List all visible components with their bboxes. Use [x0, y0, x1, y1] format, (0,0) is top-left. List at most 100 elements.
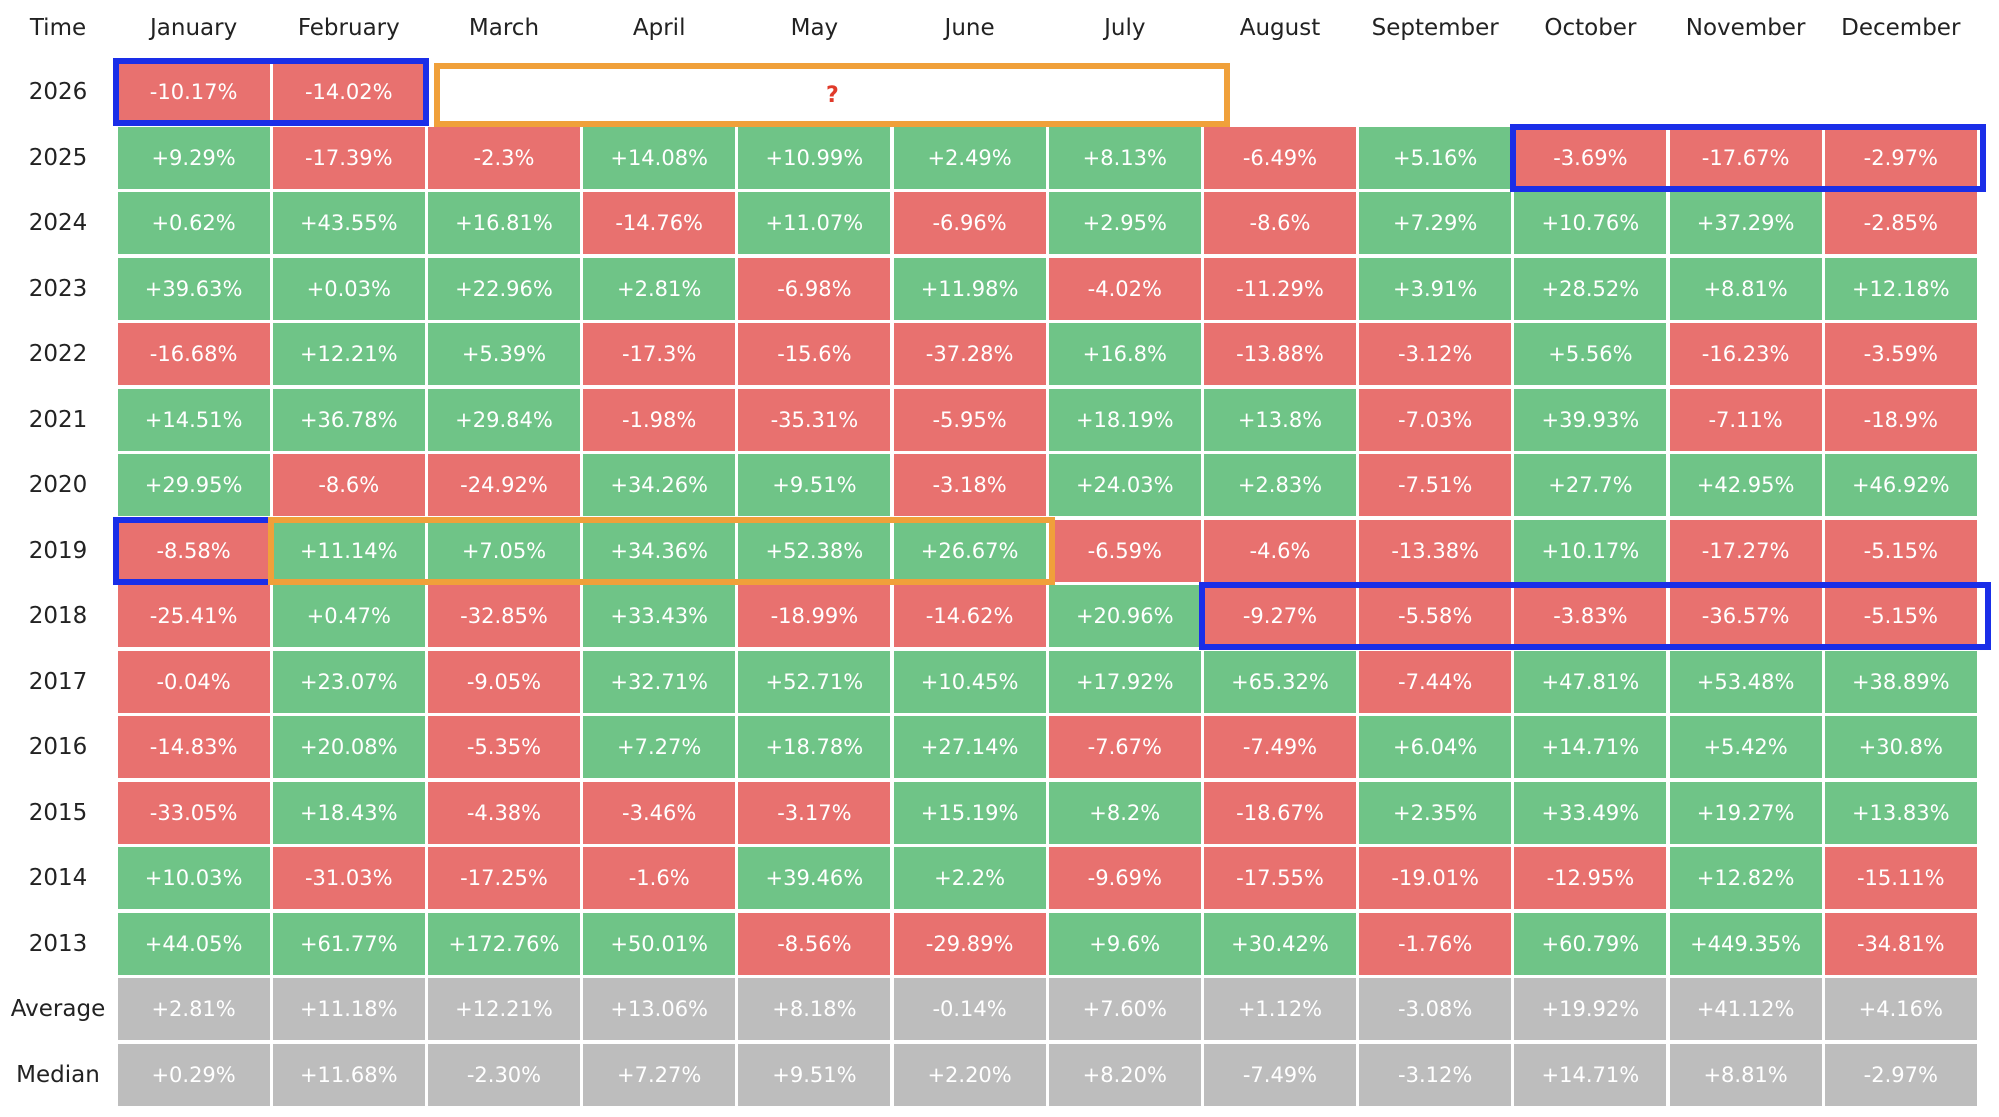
return-cell: -4.02% [1048, 257, 1201, 320]
return-cell: -2.30% [427, 1043, 581, 1106]
row-label: 2023 [28, 275, 88, 302]
return-cell: +16.81% [427, 192, 581, 254]
return-cell: +43.55% [272, 192, 425, 254]
return-cell: +52.71% [738, 650, 891, 713]
return-cell: +33.43% [583, 585, 736, 647]
row-label: 2018 [28, 603, 88, 629]
return-cell: -9.69% [1048, 847, 1201, 909]
return-cell: -14.62% [893, 585, 1046, 647]
return-cell: +2.81% [583, 257, 736, 320]
return-cell: +38.89% [1824, 650, 1977, 713]
return-cell: -2.3% [427, 126, 581, 189]
return-cell: +2.81% [117, 978, 270, 1040]
return-cell: -3.12% [1359, 1043, 1512, 1106]
return-cell: -15.6% [738, 323, 891, 385]
return-cell: -9.27% [1203, 585, 1357, 647]
return-cell: +39.63% [117, 257, 270, 320]
return-cell: +10.76% [1514, 192, 1667, 254]
return-cell: +37.29% [1669, 192, 1822, 254]
return-cell: +8.18% [738, 978, 891, 1040]
return-cell: +33.49% [1514, 781, 1667, 844]
return-cell: +0.62% [117, 192, 270, 254]
return-cell: -8.6% [272, 454, 425, 516]
return-cell: +12.18% [1824, 257, 1977, 320]
return-cell: +41.12% [1669, 978, 1822, 1040]
return-cell: -3.59% [1824, 323, 1977, 385]
return-cell: -1.6% [583, 847, 736, 909]
return-cell: +19.92% [1514, 978, 1667, 1040]
return-cell: +7.29% [1359, 192, 1512, 254]
return-cell: -3.17% [738, 781, 891, 844]
return-cell: +10.03% [117, 847, 270, 909]
return-cell: +2.95% [1048, 192, 1201, 254]
return-cell: -3.69% [1514, 126, 1667, 189]
return-cell: -17.39% [272, 126, 425, 189]
column-header: November [1685, 15, 1806, 41]
return-cell: -18.99% [738, 585, 891, 647]
return-cell: +18.43% [272, 781, 425, 844]
return-cell: -36.57% [1669, 585, 1822, 647]
column-header: June [944, 15, 995, 41]
return-cell: -17.55% [1203, 847, 1357, 909]
return-cell: +13.8% [1203, 388, 1357, 451]
highlight-box [113, 58, 430, 126]
return-cell: +7.27% [583, 1043, 736, 1106]
return-cell: +10.45% [893, 650, 1046, 713]
return-cell: +3.91% [1359, 257, 1512, 320]
return-cell: +44.05% [117, 912, 270, 975]
return-cell: +449.35% [1669, 912, 1822, 975]
column-header: December [1841, 15, 1961, 41]
return-cell: +10.99% [738, 126, 891, 189]
return-cell: +8.81% [1669, 1043, 1822, 1106]
highlight-box [1509, 123, 1987, 192]
return-cell: +39.46% [738, 847, 891, 909]
return-cell: +60.79% [1514, 912, 1667, 975]
return-cell: -19.01% [1359, 847, 1512, 909]
column-header: February [297, 15, 400, 41]
return-cell: +7.05% [427, 519, 581, 582]
column-header: April [632, 15, 686, 41]
return-cell: -8.56% [738, 912, 891, 975]
return-cell: -1.76% [1359, 912, 1512, 975]
return-cell: -0.04% [117, 650, 270, 713]
return-cell: -34.81% [1824, 912, 1977, 975]
return-cell: +0.03% [272, 257, 425, 320]
column-header: January [149, 15, 238, 41]
return-cell: +13.06% [583, 978, 736, 1040]
return-cell: -3.18% [893, 454, 1046, 516]
return-cell: -3.46% [583, 781, 736, 844]
return-cell: +34.26% [583, 454, 736, 516]
return-cell: -3.83% [1514, 585, 1667, 647]
row-label: 2022 [28, 341, 88, 367]
return-cell: -29.89% [893, 912, 1046, 975]
unknown-box: ? [434, 63, 1231, 127]
row-label: Average [10, 996, 106, 1022]
return-cell: +18.78% [738, 716, 891, 778]
return-cell: +47.81% [1514, 650, 1667, 713]
return-cell: +2.2% [893, 847, 1046, 909]
return-cell: -5.15% [1824, 519, 1977, 582]
return-cell: +8.20% [1048, 1043, 1201, 1106]
return-cell: -13.38% [1359, 519, 1512, 582]
return-cell: -13.88% [1203, 323, 1357, 385]
return-cell: +14.71% [1514, 716, 1667, 778]
return-cell: +1.12% [1203, 978, 1357, 1040]
return-cell: +52.38% [738, 519, 891, 582]
return-cell: -18.67% [1203, 781, 1357, 844]
return-cell: +18.19% [1048, 388, 1201, 451]
return-cell: -7.03% [1359, 388, 1512, 451]
return-cell: +14.71% [1514, 1043, 1667, 1106]
return-cell: +29.95% [117, 454, 270, 516]
return-cell: -37.28% [893, 323, 1046, 385]
return-cell: +61.77% [272, 912, 425, 975]
return-cell: -3.12% [1359, 323, 1512, 385]
return-cell: -4.38% [427, 781, 581, 844]
row-label: 2017 [28, 668, 88, 695]
return-cell: -4.6% [1203, 519, 1357, 582]
row-label: 2016 [28, 734, 88, 760]
return-cell: -15.11% [1824, 847, 1977, 909]
return-cell: -7.67% [1048, 716, 1201, 778]
return-cell: +0.47% [272, 585, 425, 647]
return-cell: +26.67% [893, 519, 1046, 582]
return-cell: +11.14% [272, 519, 425, 582]
